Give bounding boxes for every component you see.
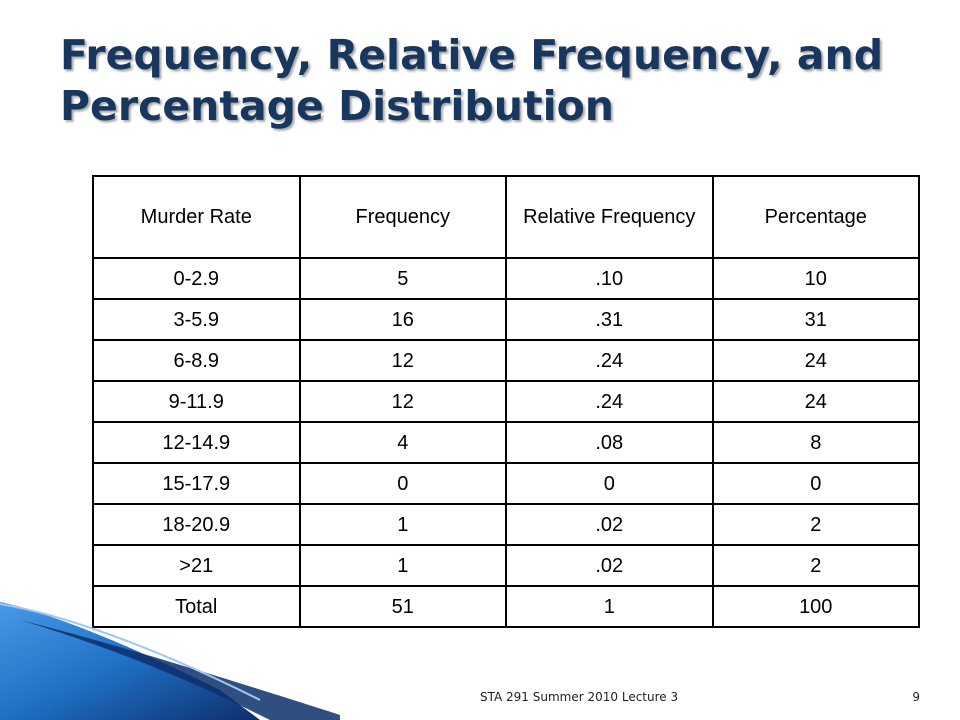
table-cell: .31 [505,298,714,341]
table-row: 0-2.9 5.10 10 [92,257,920,300]
table-cell: >21 [92,544,301,587]
table-cell: 1 [298,544,507,587]
table-cell: 4 [298,421,507,464]
swoosh-dark-shape [20,620,340,720]
table-cell: 100 [711,585,920,628]
table-cell: .02 [505,503,714,546]
table-cell: .10 [505,257,714,300]
table-cell: 9-11.9 [92,380,301,423]
table-cell: .24 [505,339,714,382]
table-cell: 3-5.9 [92,298,301,341]
table-row: Total 51 1 100 [92,585,920,628]
table-cell: 12-14.9 [92,421,301,464]
table-cell: 51 [298,585,507,628]
header-cell-percentage: Percentage [711,175,920,259]
table-cell: 1 [298,503,507,546]
table-row: 3-5.9 16.31 31 [92,298,920,341]
table-cell: 0 [298,462,507,505]
table-cell: 24 [711,339,920,382]
table-cell: 18-20.9 [92,503,301,546]
table-cell: Total [92,585,301,628]
table-cell: 1 [505,585,714,628]
table-row: 9-11.9 12.24 24 [92,380,920,423]
footer-text: STA 291 Summer 2010 Lecture 3 [480,690,679,704]
table-cell: 24 [711,380,920,423]
table-row: 6-8.9 12.24 24 [92,339,920,382]
table-row: 15-17.9 0 0 0 [92,462,920,505]
table-cell: 15-17.9 [92,462,301,505]
table-cell: 6-8.9 [92,339,301,382]
table-cell: .02 [505,544,714,587]
table-cell: 0 [711,462,920,505]
table-cell: 31 [711,298,920,341]
corner-swoosh-decoration [0,602,340,720]
table-cell: 0-2.9 [92,257,301,300]
swoosh-blue-shape [0,602,260,720]
table-cell: 8 [711,421,920,464]
header-cell-murder-rate: Murder Rate [92,175,301,259]
table-cell: 2 [711,544,920,587]
table-cell: .24 [505,380,714,423]
swoosh-highlight-line [0,603,261,701]
table-cell: 12 [298,339,507,382]
table-cell: 5 [298,257,507,300]
header-cell-frequency: Frequency [298,175,507,259]
table-row: >21 1.02 2 [92,544,920,587]
table-cell: 0 [505,462,714,505]
table-cell: 10 [711,257,920,300]
table-cell: .08 [505,421,714,464]
slide-footer: STA 291 Summer 2010 Lecture 3 9 [480,690,920,708]
table-row: 12-14.9 4.08 8 [92,421,920,464]
table-header-row: Murder Rate Frequency Relative Frequency… [92,175,920,259]
table-cell: 16 [298,298,507,341]
frequency-table: Murder Rate Frequency Relative Frequency… [92,175,920,628]
slide-title: Frequency, Relative Frequency, and Perce… [60,31,884,130]
header-cell-relative-frequency: Relative Frequency [505,175,714,259]
table-row: 18-20.9 1.02 2 [92,503,920,546]
table-cell: 2 [711,503,920,546]
table-cell: 12 [298,380,507,423]
page-number: 9 [912,690,920,704]
